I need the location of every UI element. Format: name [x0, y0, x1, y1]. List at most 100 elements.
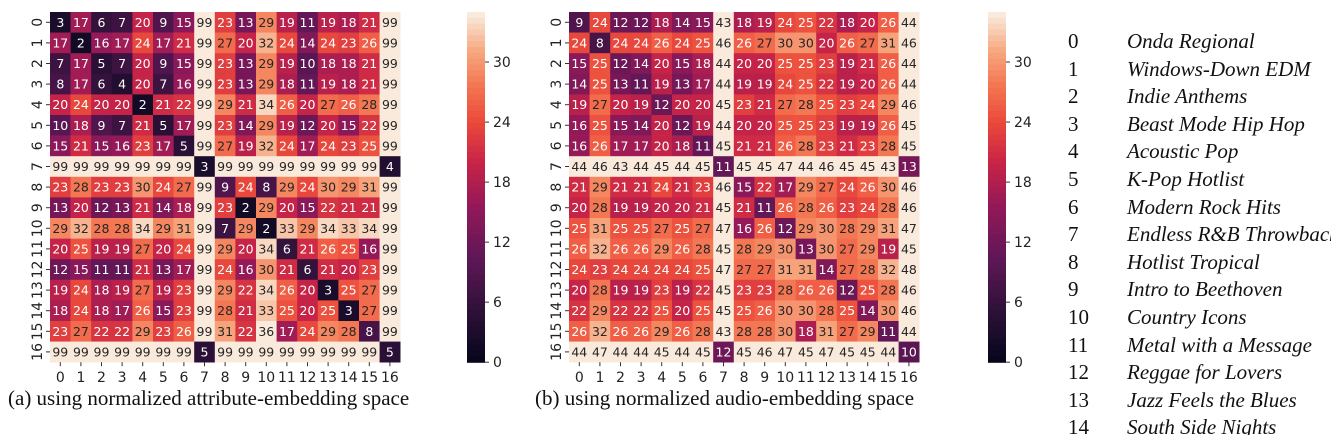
cell-label: 20 [279, 200, 295, 215]
cell-label: 20 [860, 77, 876, 92]
y-tick-label: 13 [30, 281, 46, 299]
playlist-index: 7 [1068, 222, 1079, 247]
cell-label: 19 [114, 283, 130, 298]
cell-label: 26 [819, 283, 835, 298]
colorbar-swatch [467, 105, 485, 112]
heatmap-cell [111, 135, 133, 157]
cell-label: 25 [320, 303, 336, 318]
cell-label: 11 [716, 159, 732, 174]
cell-label: 22 [238, 283, 254, 298]
heatmap-cell [898, 12, 920, 33]
heatmap-cell [589, 12, 611, 33]
cell-label: 28 [798, 200, 814, 215]
heatmap-cell [836, 238, 858, 260]
cell-label: 25 [695, 35, 711, 50]
playlist-index: 0 [1068, 29, 1079, 53]
heatmap-cell [857, 197, 879, 219]
heatmap-cell [50, 279, 71, 301]
cell-label: 21 [73, 138, 89, 153]
heatmap-cell [379, 341, 401, 363]
heatmap-cell [91, 259, 113, 281]
cell-label: 24 [860, 200, 876, 215]
cell-label: 31 [777, 262, 793, 277]
cell-label: 13 [238, 15, 254, 30]
cell-label: 99 [382, 200, 398, 215]
colorbar-swatch [467, 23, 485, 31]
cell-label: 19 [94, 241, 110, 256]
cell-label: 99 [382, 241, 398, 256]
cell-label: 99 [155, 344, 171, 359]
heatmap-cell [569, 32, 590, 54]
heatmap-cell [754, 197, 776, 219]
heatmap-cell [235, 341, 257, 363]
heatmap-cell [775, 197, 796, 219]
heatmap-cell [898, 32, 920, 54]
cell-label: 44 [798, 159, 814, 174]
heatmap-cell [733, 341, 755, 363]
heatmap-cell [91, 279, 113, 301]
heatmap-cell [589, 176, 611, 198]
colorbar-swatch [467, 152, 485, 159]
cell-label: 16 [114, 138, 130, 153]
cell-label: 26 [880, 56, 896, 71]
cell-label: 26 [860, 180, 876, 195]
colorbar-swatch [988, 192, 1006, 200]
heatmap-cell [173, 218, 195, 239]
heatmap-cell [754, 238, 776, 260]
heatmap-cell [857, 321, 879, 342]
cell-label: 15 [300, 200, 316, 215]
heatmap-cell [235, 115, 257, 136]
heatmap-cell [630, 300, 652, 322]
cell-label: 16 [94, 35, 110, 50]
cell-label: 26 [757, 221, 773, 236]
cell-label: 19 [860, 118, 876, 133]
cell-label: 24 [300, 324, 316, 339]
cell-label: 19 [880, 241, 896, 256]
heatmap-cell [857, 259, 879, 281]
cell-label: 24 [300, 180, 316, 195]
cell-label: 23 [341, 138, 357, 153]
x-tick-label: 11 [278, 370, 296, 386]
cell-label: 8 [596, 35, 604, 50]
heatmap-cell [153, 341, 174, 363]
heatmap-cell [359, 238, 380, 260]
colorbar-swatch [988, 344, 1006, 352]
cell-label: 27 [217, 35, 233, 50]
x-tick-label: 1 [76, 370, 85, 386]
colorbar-swatch [988, 122, 1006, 130]
colorbar-swatch [467, 157, 485, 165]
heatmap-cell [610, 300, 632, 322]
heatmap-cell [816, 94, 838, 116]
heatmap-cell [359, 197, 380, 219]
cell-label: 27 [361, 283, 377, 298]
heatmap-cell [816, 53, 838, 75]
x-tick-label: 7 [200, 370, 209, 386]
colorbar-swatch [467, 99, 485, 106]
cell-label: 21 [361, 77, 377, 92]
playlist-index: 2 [1068, 84, 1079, 109]
cell-label: 27 [839, 262, 855, 277]
heatmap-cell [569, 300, 590, 322]
y-tick-label: 15 [30, 322, 46, 340]
heatmap-cell [816, 176, 838, 198]
cell-label: 29 [217, 241, 233, 256]
cell-label: 15 [52, 138, 68, 153]
heatmap-cell [132, 341, 154, 363]
cell-label: 24 [73, 303, 89, 318]
cell-label: 99 [217, 344, 233, 359]
x-tick-label: 6 [698, 370, 707, 386]
cell-label: 29 [860, 221, 876, 236]
playlist-name: Jazz Feels the Blues [1127, 387, 1297, 412]
heatmap-cell [317, 279, 339, 301]
heatmap-cell [214, 341, 236, 363]
colorbar-swatch [467, 286, 485, 293]
heatmap-cell [898, 156, 920, 178]
colorbar-swatch [988, 286, 1006, 293]
cell-label: 27 [361, 303, 377, 318]
cell-label: 19 [633, 283, 649, 298]
cell-label: 15 [176, 15, 192, 30]
heatmap-cell [91, 300, 113, 322]
heatmap-cell [276, 238, 298, 260]
heatmap-cell [589, 300, 611, 322]
heatmap-cell [630, 176, 652, 198]
